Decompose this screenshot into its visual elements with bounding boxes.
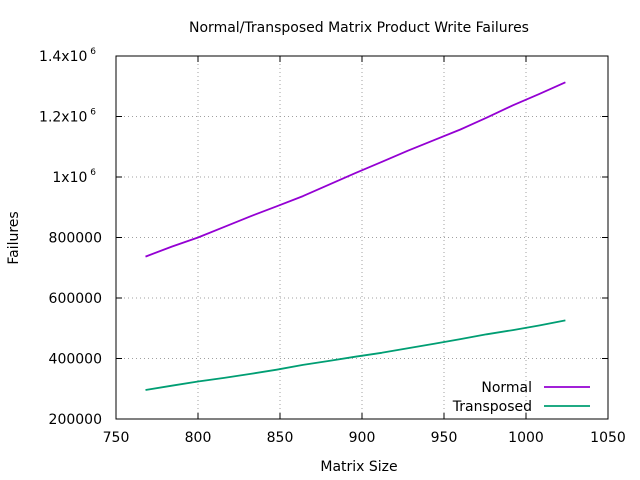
x-tick-label: 1050 (590, 430, 626, 446)
legend-label-normal: Normal (481, 380, 532, 396)
legend: Normal Transposed (452, 380, 590, 415)
grid (116, 56, 608, 419)
x-tick-label: 950 (431, 430, 458, 446)
y-tick-label: 200000 (49, 412, 102, 428)
series-line-normal (145, 81, 566, 258)
x-tick-label: 900 (349, 430, 376, 446)
y-tick-label: 600000 (49, 291, 102, 307)
legend-label-transposed: Transposed (452, 399, 532, 415)
x-tick-label: 800 (185, 430, 212, 446)
x-axis-label: Matrix Size (320, 459, 397, 475)
series-layer (145, 81, 566, 391)
ticks (115, 55, 609, 420)
chart-title: Normal/Transposed Matrix Product Write F… (189, 20, 529, 36)
x-tick-label: 850 (267, 430, 294, 446)
series-line-transposed (145, 319, 566, 391)
y-tick-label: 1x10 6 (52, 168, 96, 186)
y-axis-label: Failures (6, 211, 22, 264)
y-tick-exponent: 6 (87, 108, 96, 118)
y-tick-exponent: 6 (87, 168, 96, 178)
x-tick-label: 1000 (508, 430, 544, 446)
x-tick-label: 750 (103, 430, 130, 446)
y-tick-label: 800000 (49, 231, 102, 247)
tick-labels: 750 800 850 900 950 1000 1050 200000 400000 60000… (39, 47, 626, 446)
y-tick-label: 1.2x10 6 (39, 108, 96, 126)
y-tick-label: 400000 (49, 352, 102, 368)
y-tick-label: 1.4x10 6 (39, 47, 96, 65)
y-tick-exponent: 6 (87, 47, 96, 57)
